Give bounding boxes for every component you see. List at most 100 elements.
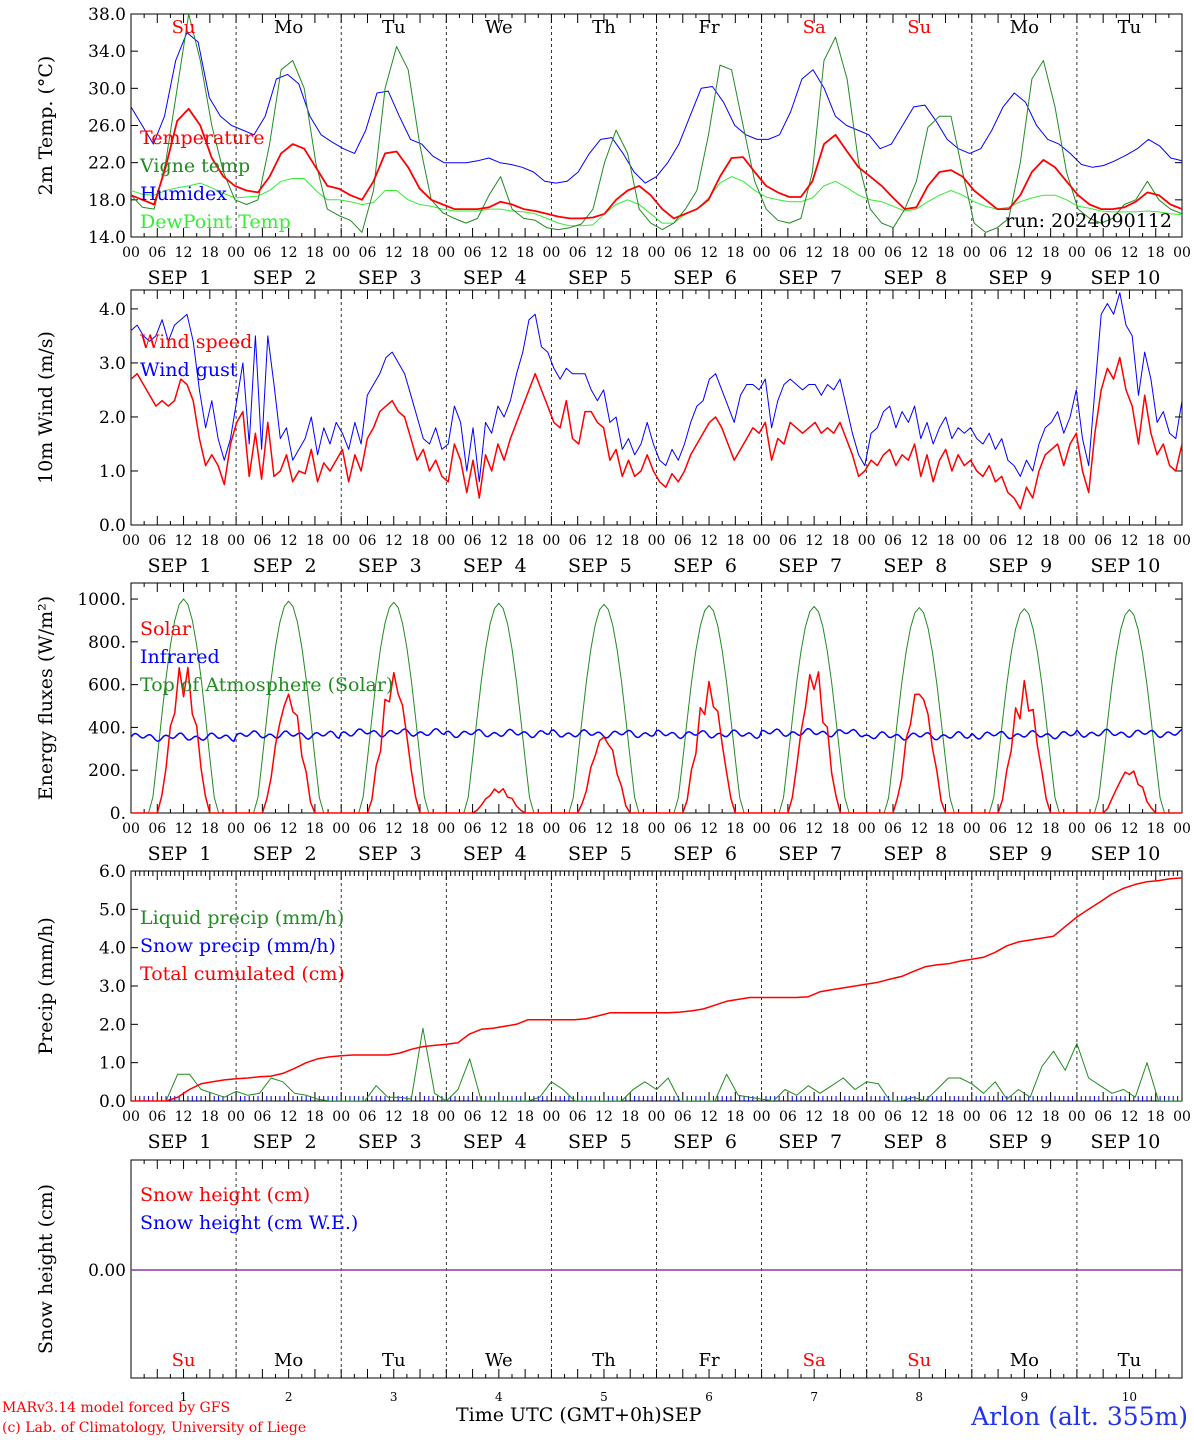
x-date-label: SEP 4 (463, 843, 527, 865)
y-tick-label: 14.0 (88, 228, 126, 248)
y-tick-label: 5.0 (99, 900, 126, 920)
x-axis-label: Time UTC (GMT+0h) (456, 1404, 662, 1426)
x-hour-label: 12 (1121, 821, 1139, 837)
x-hour-label: 18 (306, 245, 324, 261)
x-hour-label: 12 (280, 821, 298, 837)
x-hour-label: 06 (674, 533, 692, 549)
x-hour-label: 00 (753, 245, 771, 261)
x-hour-label: 06 (674, 821, 692, 837)
x-hour-label: 06 (884, 821, 902, 837)
x-hour-label: 00 (227, 533, 245, 549)
series-line-infrared (131, 727, 1182, 743)
weekday-label: Sa (803, 1350, 826, 1371)
x-hour-label: 06 (253, 245, 271, 261)
series-line-solar (131, 666, 1182, 813)
y-tick-label: 4.0 (99, 939, 126, 959)
x-hour-label: 18 (1147, 533, 1165, 549)
x-hour-label: 00 (437, 821, 455, 837)
y-tick-label: 3.0 (99, 354, 126, 374)
series-group (131, 877, 1182, 1101)
x-hour-label: 12 (280, 533, 298, 549)
x-hour-label: 12 (805, 821, 823, 837)
x-hour-label: 18 (621, 821, 639, 837)
x-hour-label: 00 (858, 1109, 876, 1125)
x-hour-label: 18 (1042, 533, 1060, 549)
x-hour-label: 06 (884, 1109, 902, 1125)
y-tick-label: 0.00 (88, 1261, 126, 1281)
x-hour-label: 06 (674, 1109, 692, 1125)
weekday-label: Mo (274, 1350, 303, 1371)
x-hour-label: 12 (700, 533, 718, 549)
series-group (131, 292, 1182, 510)
x-date-label: SEP 8 (883, 267, 947, 289)
x-hour-label: 18 (832, 1109, 850, 1125)
y-tick-label: 2.0 (99, 1015, 126, 1035)
x-hour-label: 06 (1094, 821, 1112, 837)
weekday-label: Tu (1118, 1350, 1142, 1371)
panel-temp: 14.0 18.0 22.0 26.0 30.0 34.0 38.0 00 06 12 18 SEP … (35, 5, 1191, 289)
series-line (131, 14, 1182, 233)
x-date-label: SEP 5 (568, 843, 632, 865)
x-date-label: SEP 7 (778, 1131, 842, 1153)
x-hour-label: 12 (910, 245, 928, 261)
x-date-label: SEP 5 (568, 1131, 632, 1153)
y-tick-label: 2.0 (99, 408, 126, 428)
legend-label: Solar (140, 618, 192, 640)
x-hour-label: 06 (989, 1109, 1007, 1125)
x-date-label: SEP 8 (883, 843, 947, 865)
x-hour-label: 06 (989, 821, 1007, 837)
series-group (131, 14, 1182, 233)
x-hour-label: 00 (963, 533, 981, 549)
y-tick-label: 400. (88, 718, 126, 738)
series-line (131, 107, 1182, 220)
y-tick-label: 600. (88, 676, 126, 696)
x-hour-label: 12 (910, 821, 928, 837)
x-hour-label: 00 (963, 245, 981, 261)
x-hour-label: 00 (437, 1109, 455, 1125)
x-hour-label: 00 (753, 1109, 771, 1125)
x-hour-label: 06 (674, 245, 692, 261)
x-date-label: SEP 10 (1091, 843, 1161, 865)
x-hour-label: 06 (569, 245, 587, 261)
x-date-label: SEP 9 (988, 843, 1052, 865)
x-hour-label: 18 (1042, 821, 1060, 837)
x-date-label: SEP 7 (778, 267, 842, 289)
series-line (131, 176, 1182, 227)
weekday-label: We (485, 17, 513, 38)
day-number: 6 (705, 1390, 713, 1404)
x-hour-label: 18 (1042, 1109, 1060, 1125)
x-hour-label: 12 (175, 1109, 193, 1125)
x-hour-label: 18 (516, 245, 534, 261)
x-date-label: SEP 9 (988, 267, 1052, 289)
x-hour-label: 00 (122, 533, 140, 549)
y-tick-label: 800. (88, 633, 126, 653)
x-hour-label: 00 (648, 533, 666, 549)
x-hour-label: 18 (621, 1109, 639, 1125)
x-hour-label: 12 (805, 245, 823, 261)
x-hour-label: 18 (726, 245, 744, 261)
x-hour-label: 18 (726, 533, 744, 549)
x-hour-label: 06 (148, 245, 166, 261)
weekday-label: Tu (382, 17, 406, 38)
x-hour-label: 06 (569, 821, 587, 837)
weekday-label: Th (592, 17, 616, 38)
x-hour-label: 18 (411, 533, 429, 549)
series-line (131, 1027, 1182, 1101)
x-date-label: SEP 1 (148, 843, 212, 865)
x-hour-label: 00 (332, 1109, 350, 1125)
x-hour-label: 12 (1015, 533, 1033, 549)
series-line-toa (131, 598, 1182, 813)
x-hour-label: 12 (595, 533, 613, 549)
x-hour-label: 12 (280, 1109, 298, 1125)
x-hour-label: 06 (464, 1109, 482, 1125)
day-number: 2 (285, 1390, 293, 1404)
x-hour-label: 12 (385, 1109, 403, 1125)
weekday-label: Sa (803, 17, 826, 38)
x-hour-label: 06 (148, 1109, 166, 1125)
legend-label: DewPoint Temp (140, 211, 291, 233)
x-date-label: SEP 2 (253, 267, 317, 289)
x-hour-label: 18 (832, 533, 850, 549)
weekday-label: Mo (1010, 1350, 1039, 1371)
x-hour-label: 12 (1015, 821, 1033, 837)
x-date-label: SEP 3 (358, 843, 422, 865)
